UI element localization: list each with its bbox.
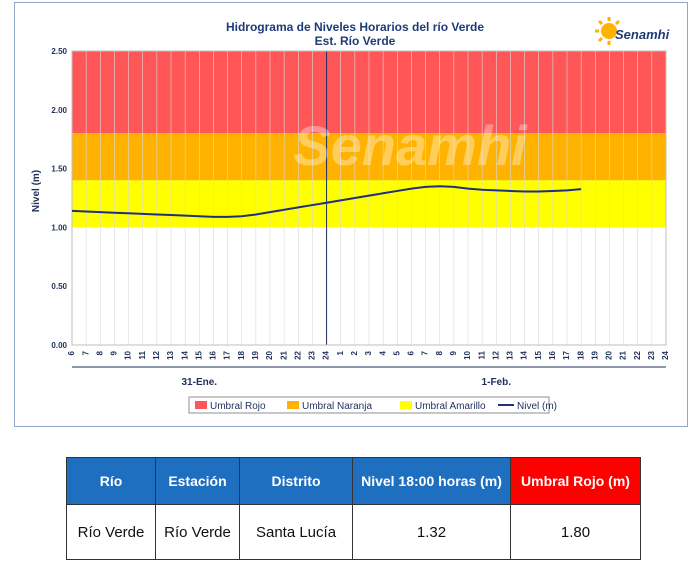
- series-layer: [71, 185, 582, 218]
- x-tick-label: 7: [81, 350, 90, 355]
- x-tick-label: 16: [209, 350, 218, 359]
- x-tick-label: 6: [67, 350, 76, 355]
- x-tick-label: 10: [124, 350, 133, 359]
- x-tick-label: 11: [138, 350, 147, 359]
- x-tick-label: 8: [435, 350, 444, 355]
- x-tick-label: 9: [110, 350, 119, 355]
- cell-estacion: Río Verde: [155, 504, 240, 560]
- y-tick-label: 2.50: [51, 47, 67, 56]
- x-tick-label: 2: [350, 350, 359, 355]
- chart-subtitle: Est. Río Verde: [315, 34, 396, 48]
- x-tick-label: 12: [491, 350, 500, 359]
- logo-text: Senamhi: [615, 27, 670, 42]
- y-axis-label: Nivel (m): [31, 170, 42, 212]
- x-tick-label: 22: [633, 350, 642, 359]
- legend-label: Nivel (m): [517, 401, 557, 412]
- hydrograph-chart: Hidrograma de Niveles Horarios del río V…: [14, 2, 688, 427]
- x-tick-label: 14: [520, 350, 529, 359]
- x-tick-label: 7: [421, 350, 430, 355]
- x-tick-label: 23: [647, 350, 656, 359]
- legend-label: Umbral Rojo: [210, 401, 266, 412]
- header-estacion: Estación: [155, 457, 240, 505]
- legend-swatch-umbral-rojo: [195, 401, 207, 409]
- chart-legend: Umbral Rojo Umbral Naranja Umbral Amarillo…: [188, 396, 557, 414]
- legend-swatch-umbral-amarillo: [400, 401, 412, 409]
- x-tick-label: 21: [619, 350, 628, 359]
- x-tick-label: 8: [95, 350, 104, 355]
- cell-distrito: Santa Lucía: [239, 504, 353, 560]
- y-axis-ticks: 0.00 0.50 1.00 1.50 2.00 2.50: [51, 47, 67, 350]
- header-distrito: Distrito: [239, 457, 353, 505]
- x-tick-label: 13: [506, 350, 515, 359]
- x-tick-label: 11: [477, 350, 486, 359]
- legend-swatch-umbral-naranja: [287, 401, 299, 409]
- x-tick-label: 6: [407, 350, 416, 355]
- series-line-nivel: [71, 185, 582, 218]
- grid-lines: [71, 50, 667, 346]
- x-tick-label: 19: [251, 350, 260, 359]
- x-tick-label: 9: [449, 350, 458, 355]
- x-axis-ticks: 6 7 8 9 10 11 12 13 14 15 16 17 18 19 20 21 22 23 24 1 2 3 4 5 6…: [67, 350, 670, 368]
- x-tick-label: 14: [180, 350, 189, 359]
- x-tick-label: 3: [364, 350, 373, 355]
- summary-table: Río Estación Distrito Nivel 18:00 horas …: [66, 457, 641, 560]
- x-tick-label: 20: [265, 350, 274, 359]
- day-labels: 31-Ene. 1-Feb.: [181, 377, 511, 388]
- table-row: Río Verde Río Verde Santa Lucía 1.32 1.8…: [66, 504, 641, 560]
- cell-umbral-rojo: 1.80: [510, 504, 641, 560]
- legend-box: [188, 396, 550, 414]
- legend-label: Umbral Amarillo: [415, 401, 486, 412]
- x-tick-label: 18: [237, 350, 246, 359]
- x-tick-label: 1: [336, 350, 345, 355]
- x-tick-label: 21: [279, 350, 288, 359]
- x-tick-label: 13: [166, 350, 175, 359]
- x-tick-label: 5: [392, 350, 401, 355]
- day-label: 1-Feb.: [482, 377, 512, 388]
- day-label: 31-Ene.: [181, 377, 217, 388]
- x-tick-label: 16: [548, 350, 557, 359]
- legend-label: Umbral Naranja: [302, 401, 372, 412]
- x-tick-label: 20: [605, 350, 614, 359]
- x-tick-label: 15: [194, 350, 203, 359]
- x-tick-label: 24: [322, 350, 331, 359]
- senamhi-logo: Senamhi: [595, 17, 670, 45]
- plot-border: [71, 50, 667, 346]
- table-header-row: Río Estación Distrito Nivel 18:00 horas …: [66, 457, 641, 505]
- x-tick-label: 17: [562, 350, 571, 359]
- y-tick-label: 0.50: [51, 282, 67, 291]
- x-tick-label: 17: [223, 350, 232, 359]
- x-tick-label: 23: [308, 350, 317, 359]
- sun-icon: [595, 17, 621, 45]
- x-tick-label: 10: [463, 350, 472, 359]
- y-tick-label: 1.00: [51, 223, 67, 232]
- y-tick-label: 1.50: [51, 165, 67, 174]
- x-tick-label: 4: [378, 350, 387, 355]
- x-tick-label: 24: [661, 350, 670, 359]
- chart-title: Hidrograma de Niveles Horarios del río V…: [226, 20, 484, 34]
- watermark-text: Senamhi: [293, 114, 528, 177]
- y-tick-label: 2.00: [51, 106, 67, 115]
- x-tick-label: 12: [152, 350, 161, 359]
- x-tick-label: 19: [590, 350, 599, 359]
- cell-nivel: 1.32: [352, 504, 511, 560]
- x-tick-label: 22: [293, 350, 302, 359]
- x-tick-label: 15: [534, 350, 543, 359]
- header-nivel: Nivel 18:00 horas (m): [352, 457, 511, 505]
- header-rio: Río: [66, 457, 156, 505]
- header-umbral-rojo: Umbral Rojo (m): [510, 457, 641, 505]
- y-tick-label: 0.00: [51, 341, 67, 350]
- cell-rio: Río Verde: [66, 504, 156, 560]
- chart-canvas: Hidrograma de Niveles Horarios del río V…: [31, 17, 670, 414]
- x-tick-label: 18: [576, 350, 585, 359]
